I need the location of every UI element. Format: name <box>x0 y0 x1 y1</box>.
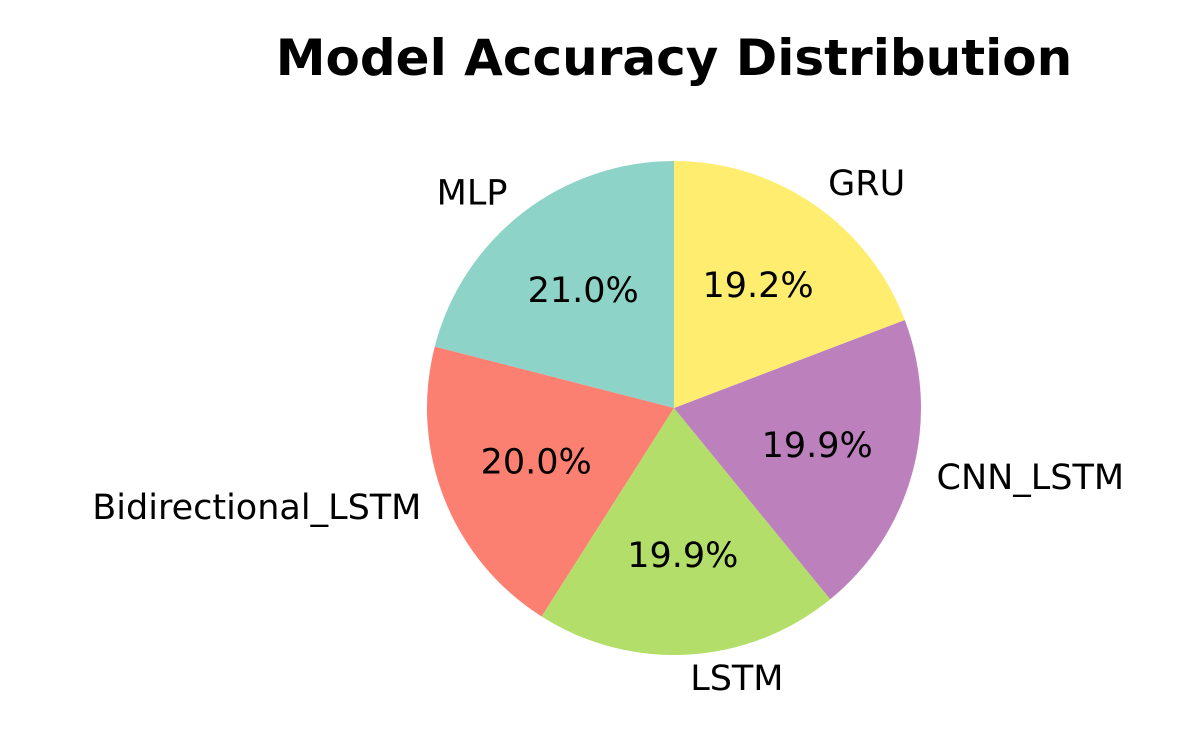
pie-pct-label-bidirectional-lstm: 20.0% <box>481 443 592 483</box>
pie-labels: 21.0% MLP 20.0% Bidirectional_LSTM 19.9% LSTM… <box>92 164 1124 699</box>
pie-label-lstm: LSTM <box>690 659 783 699</box>
pie-slice-mlp <box>434 161 674 408</box>
pie-slice-cnn-lstm <box>674 319 922 600</box>
pie-pct-label-mlp: 21.0% <box>528 271 639 311</box>
pie-label-mlp: MLP <box>437 173 508 213</box>
pie-slice-gru <box>674 161 905 408</box>
pie-pct-label-cnn-lstm: 19.9% <box>762 426 873 466</box>
chart-title: Model Accuracy Distribution <box>276 29 1072 87</box>
pie-label-gru: GRU <box>828 164 905 204</box>
pie-pct-label-gru: 19.2% <box>702 266 813 306</box>
pie-slices <box>426 161 922 655</box>
pie-label-bidirectional-lstm: Bidirectional_LSTM <box>92 488 421 528</box>
pie-slice-lstm <box>541 408 831 655</box>
pie-pct-label-lstm: 19.9% <box>627 536 738 576</box>
pie-slice-bidirectional-lstm <box>426 346 674 617</box>
pie-label-cnn-lstm: CNN_LSTM <box>937 458 1125 498</box>
